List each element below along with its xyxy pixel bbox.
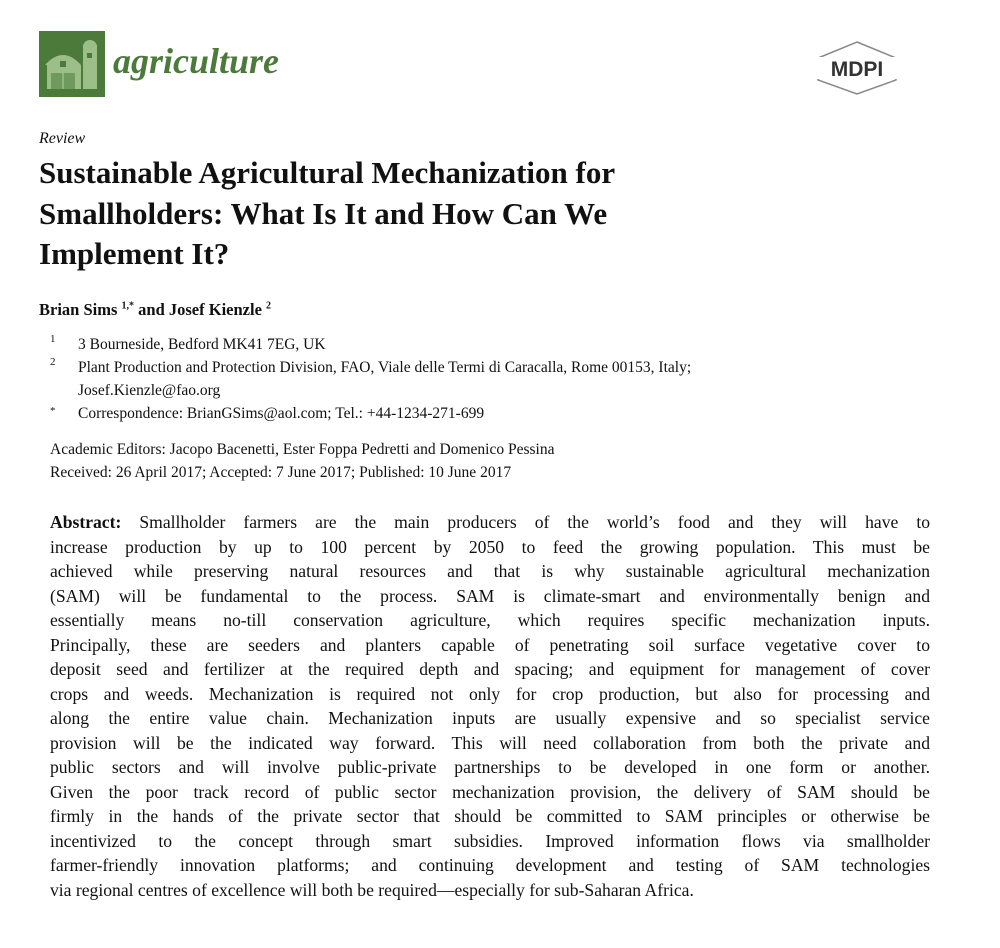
affiliation-email[interactable]: Josef.Kienzle@fao.org [78, 382, 221, 399]
academic-editors: Academic Editors: Jacopo Bacenetti, Este… [50, 441, 555, 458]
affiliation-text: Plant Production and Protection Division… [78, 359, 692, 376]
abstract-text: firmly in the hands of the private secto… [50, 806, 930, 826]
abstract-text: incentivized to the concept through smar… [50, 830, 930, 851]
abstract-line: achieved while preserving natural resour… [50, 559, 930, 584]
title-line: Implement It? [39, 236, 230, 271]
author-name: Brian Sims [39, 300, 118, 319]
abstract-line: incentivized to the concept through smar… [50, 829, 930, 854]
abstract-line: via regional centres of excellence will … [50, 878, 930, 903]
journal-logo [39, 31, 105, 97]
affiliation-mark: 1 [50, 333, 56, 345]
abstract-text: achieved while preserving natural resour… [50, 561, 930, 581]
mdpi-logo: MDPI [812, 40, 902, 96]
abstract-text: Principally, these are seeders and plant… [50, 634, 930, 655]
abstract-line: public sectors and will involve public-p… [50, 755, 930, 780]
publication-dates: Received: 26 April 2017; Accepted: 7 Jun… [50, 464, 512, 481]
abstract-line: along the entire value chain. Mechanizat… [50, 706, 930, 731]
barn-silo-icon [45, 40, 97, 89]
title-line: Smallholders: What Is It and How Can We [39, 195, 608, 231]
affiliation-text: 3 Bourneside, Bedford MK41 7EG, UK [78, 336, 326, 353]
article-title: Sustainable Agricultural Mechanization f… [39, 153, 799, 275]
author-affiliation-mark: 1,* [121, 300, 135, 312]
abstract-text: crops and weeds. Mechanization is requir… [50, 683, 930, 704]
abstract-line: increase production by up to 100 percent… [50, 535, 930, 560]
abstract-line: farmer-friendly innovation platforms; an… [50, 853, 930, 878]
abstract-text: along the entire value chain. Mechanizat… [50, 708, 930, 728]
author-name: Josef Kienzle [168, 300, 262, 319]
abstract-line: crops and weeds. Mechanization is requir… [50, 682, 930, 707]
abstract-text: Smallholder farmers are the main produce… [139, 512, 931, 532]
authors: Brian Sims 1,* and Josef Kienzle 2 [39, 300, 271, 320]
svg-text:MDPI: MDPI [831, 58, 884, 81]
correspondence-text: Correspondence: BrianGSims@aol.com; Tel.… [78, 405, 485, 422]
abstract-text: (SAM) will be fundamental to the process… [50, 585, 930, 606]
abstract-line: Given the poor track record of public se… [50, 780, 930, 805]
author-affiliation-mark: 2 [266, 300, 272, 312]
abstract-line: (SAM) will be fundamental to the process… [50, 584, 930, 609]
abstract-text: increase production by up to 100 percent… [50, 536, 930, 557]
abstract-line: Principally, these are seeders and plant… [50, 633, 930, 658]
abstract: Abstract: Smallholder farmers are the ma… [50, 510, 930, 902]
abstract-line: provision will be the indicated way forw… [50, 731, 930, 756]
abstract-line: Abstract: Smallholder farmers are the ma… [50, 510, 930, 535]
article-type: Review [39, 130, 86, 147]
abstract-text: farmer-friendly innovation platforms; an… [50, 855, 930, 875]
abstract-label: Abstract: [50, 512, 122, 532]
journal-name: agriculture [113, 41, 280, 81]
abstract-line: essentially means no-till conservation a… [50, 608, 930, 633]
abstract-text: Given the poor track record of public se… [50, 781, 930, 802]
abstract-text: public sectors and will involve public-p… [50, 757, 930, 777]
author-joiner: and [138, 300, 165, 319]
abstract-text: via regional centres of excellence will … [50, 879, 694, 900]
title-line: Sustainable Agricultural Mechanization f… [39, 155, 616, 190]
affiliation-mark: 2 [50, 356, 56, 368]
abstract-line: firmly in the hands of the private secto… [50, 804, 930, 829]
affiliation-mark: * [50, 405, 56, 417]
abstract-text: provision will be the indicated way forw… [50, 732, 930, 753]
abstract-line: deposit seed and fertilizer at the requi… [50, 657, 930, 682]
abstract-text: deposit seed and fertilizer at the requi… [50, 659, 930, 679]
abstract-text: essentially means no-till conservation a… [50, 610, 930, 630]
